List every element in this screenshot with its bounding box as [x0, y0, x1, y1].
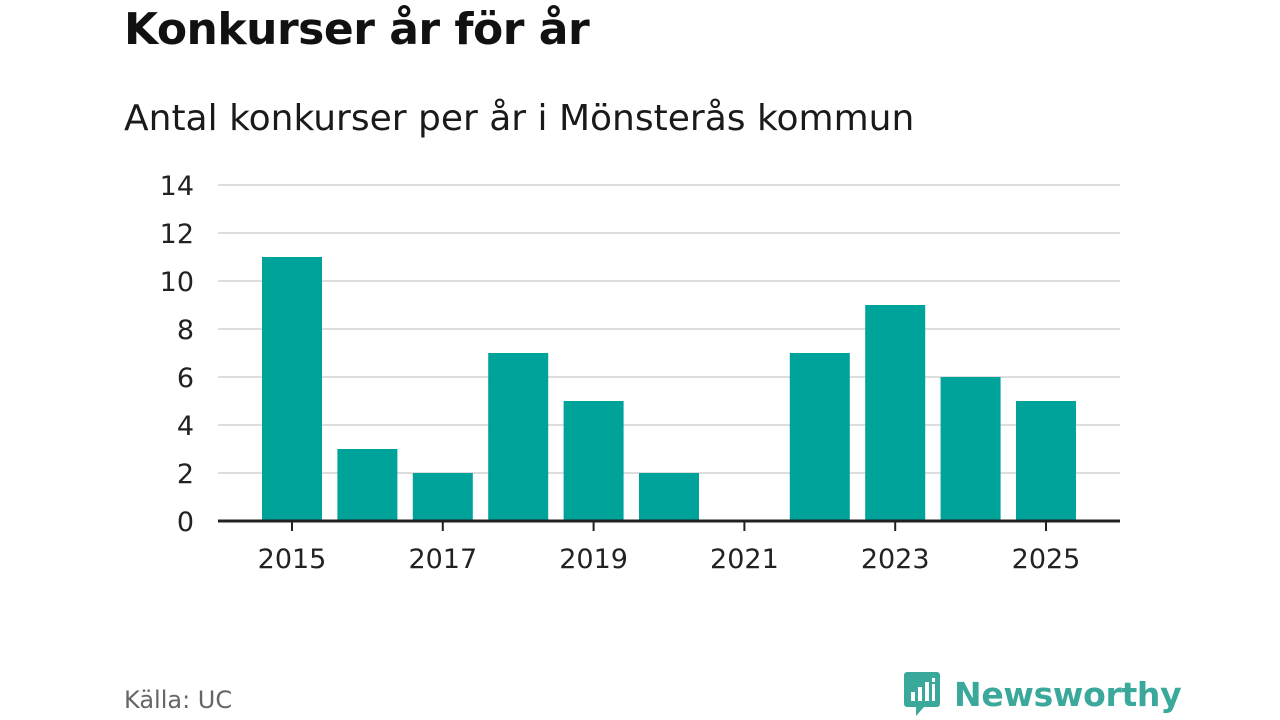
y-tick-label: 0: [177, 507, 194, 538]
brand-logo: Newsworthy: [902, 670, 1182, 718]
source-note: Källa: UC: [124, 686, 233, 714]
y-tick-label: 6: [177, 363, 194, 394]
y-tick-label: 10: [160, 267, 194, 298]
y-tick-label: 12: [160, 219, 194, 250]
y-tick-label: 2: [177, 459, 194, 490]
bar-2024: [940, 377, 1001, 521]
bar-2015: [262, 257, 322, 521]
bar-2020: [639, 473, 699, 521]
y-tick-label: 14: [160, 171, 194, 202]
newsworthy-logo-icon: [904, 672, 940, 716]
bar-2022: [789, 353, 850, 521]
bars: [262, 257, 1076, 521]
bar-2023: [865, 305, 926, 521]
bar-2018: [488, 353, 549, 521]
bar-2019: [563, 401, 624, 521]
chart-title: Konkurser år för år: [124, 4, 590, 55]
x-tick-label: 2019: [559, 544, 628, 575]
x-tick-label: 2025: [1012, 544, 1081, 575]
bar-2025: [1016, 401, 1076, 521]
x-tick-label: 2017: [408, 544, 477, 575]
x-tick-label: 2021: [710, 544, 779, 575]
bar-2016: [337, 449, 398, 521]
x-tick-label: 2023: [861, 544, 930, 575]
y-tick-label: 8: [177, 315, 194, 346]
axes: 0 2 4 6 8 10 12 14 2015 2017 2019 2021 2023 2025: [160, 171, 1120, 575]
x-tick-label: 2015: [258, 544, 327, 575]
brand-name: Newsworthy: [954, 674, 1182, 714]
bar-2017: [412, 473, 473, 521]
chart-subtitle: Antal konkurser per år i Mönsterås kommu…: [124, 98, 915, 139]
y-tick-label: 4: [177, 411, 194, 442]
